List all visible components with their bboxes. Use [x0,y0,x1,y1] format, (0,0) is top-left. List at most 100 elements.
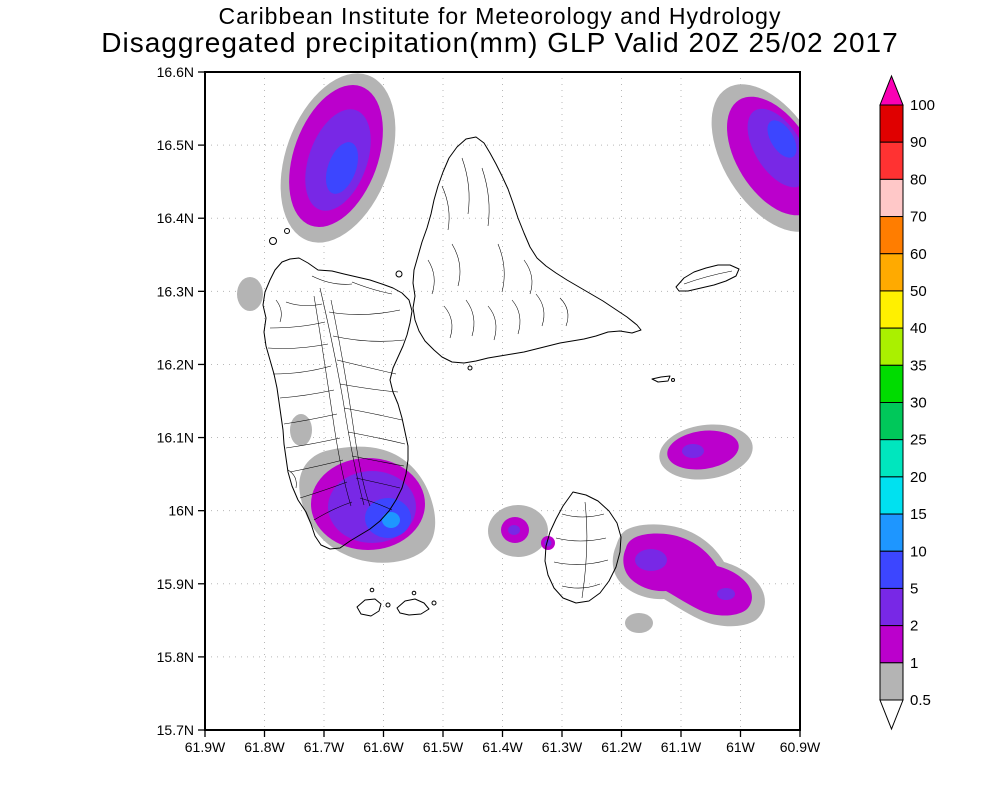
shade-level-5 [325,142,359,194]
grande-terre-interior-lines [427,157,569,341]
longitude-label: 61.9W [185,739,226,755]
longitude-label: 61.2W [601,739,642,755]
grande-terre-coastline [412,136,642,364]
river-line [267,343,329,349]
contour-line [487,305,497,341]
colorbar-segment [879,141,904,180]
precip-cell-south-basse-terre [299,446,436,563]
colorbar-label: 15 [910,506,927,523]
tete-a-anglais-islet [284,228,290,234]
basse-terre-watershed-lines [267,275,406,521]
colorbar-segment [879,402,904,441]
marie-galante-coastline [544,491,622,604]
river-line [272,365,332,375]
longitude-label: 61.1W [661,739,702,755]
watershed-line [313,295,352,507]
colorbar-label: 35 [910,357,927,374]
petite-terre-coastline [651,375,671,383]
precip-cell-east-mid [659,424,753,480]
river-line [336,359,397,375]
river-line [343,407,403,421]
latitude-label: 16.1N [157,430,194,446]
colorbar-segment [879,439,904,478]
river-line [279,389,335,399]
shade-level-2 [635,549,667,571]
colorbar-label: 30 [910,395,927,412]
contour-line [523,259,533,295]
contour-line [481,167,490,227]
longitude-label: 61.8W [244,739,285,755]
shade-level-5 [767,120,797,158]
gosier-islet [467,365,473,371]
latitude-label: 16.2N [157,356,194,372]
colorbar-segment [879,513,904,552]
river-line [351,281,393,295]
colorbar-label: 100 [910,97,935,114]
terre-de-bas-coastline [356,598,382,617]
precip-shading [237,73,800,633]
colorbar-label: 50 [910,283,927,300]
colorbar-segment [879,364,904,403]
river-line [311,275,353,285]
watershed-line [330,299,371,507]
river-line [332,335,405,342]
river-line [339,383,399,393]
la-desirade-coastline [675,264,740,292]
colorbar-label: 0.5 [910,692,931,709]
latitude-label: 16.3N [157,283,194,299]
river-line [287,469,297,489]
colorbar-label: 60 [910,246,927,263]
colorbar-label: 20 [910,469,927,486]
terre-de-haut-coastline [396,598,430,616]
institute-title: Caribbean Institute for Meteorology and … [218,3,782,29]
river-line [359,497,393,511]
colorbar-segment [879,587,904,627]
longitude-label: 61.6W [363,739,404,755]
precip-patch-west-edge [237,277,263,311]
islet [385,602,391,608]
colorbar-label: 10 [910,543,927,560]
river-line [285,301,323,306]
contour-line [581,501,588,599]
contour-line [497,243,505,293]
longitude-label: 60.9W [780,739,821,755]
colorbar-label: 90 [910,134,927,151]
colorbar-segment [879,290,904,329]
contour-line [441,185,450,231]
precip-patch-basse-terre-coast [290,414,312,446]
shade-level-2 [682,444,704,458]
coastlines [262,136,740,617]
precip-cell-northeast-corner [711,84,800,232]
river-line [351,455,405,467]
longitude-label: 61.3W [542,739,583,755]
contour-line [451,243,461,287]
contour-line [561,513,605,518]
axes: 61.9W 61.8W 61.7W 61.6W 61.5W 61.4W 61.3W 61.2W… [157,64,821,755]
shade-level-2 [717,588,735,600]
contour-line [561,583,601,589]
latitude-label: 16.5N [157,137,194,153]
river-line [313,501,353,521]
product-title: Disaggregated precipitation(mm) GLP Vali… [101,27,899,58]
shade-level-1 [623,533,752,616]
colorbar-segment [879,327,904,366]
river-line [283,413,338,425]
longitude-label: 61.5W [423,739,464,755]
colorbar-segment [879,253,904,292]
marie-galante-interior-lines [553,501,609,599]
colorbar-over-arrow [879,74,904,106]
contour-line [461,157,470,215]
river-line [299,481,348,499]
latitude-label: 16.6N [157,64,194,80]
la-desirade-ridge-line [683,270,733,285]
contour-line [465,299,475,337]
colorbar-segment [879,625,904,664]
colorbar-segment [879,216,904,255]
river-line [285,437,341,449]
precip-patch-south-small [625,613,653,633]
river-line [269,321,326,329]
basse-terre-coastline [262,257,413,550]
contour-line [443,305,453,339]
colorbar-segment [879,104,904,143]
shade-level-2 [508,525,520,535]
